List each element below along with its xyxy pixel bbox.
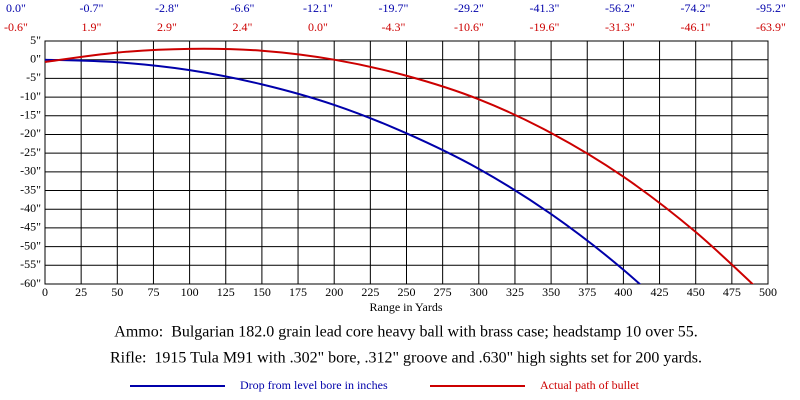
x-tick-label: 300 (470, 285, 488, 299)
y-tick-label: -25" (20, 145, 41, 159)
x-tick-label: 425 (651, 285, 669, 299)
x-tick-label: 25 (75, 285, 87, 299)
y-tick-label: -35" (20, 182, 41, 196)
y-tick-label: -5" (26, 70, 41, 84)
top-value-label: -74.2" (681, 1, 711, 15)
top-value-label: -95.2" (756, 1, 786, 15)
x-axis-label: Range in Yards (369, 300, 442, 314)
series-line (45, 58, 642, 284)
legend-label: Actual path of bullet (540, 378, 640, 392)
top-value-label: -12.1" (303, 1, 333, 15)
legend-label: Drop from level bore in inches (240, 378, 388, 392)
x-tick-label: 350 (542, 285, 560, 299)
plot-frame (44, 40, 769, 285)
top-value-label: -56.2" (605, 1, 635, 15)
top-value-label: 0.0" (308, 20, 328, 34)
x-tick-label: 150 (253, 285, 271, 299)
y-tick-label: -30" (20, 164, 41, 178)
ammo-note: Ammo: Bulgarian 182.0 grain lead core he… (114, 324, 697, 341)
x-tick-label: 75 (147, 285, 159, 299)
x-tick-label: 200 (325, 285, 343, 299)
x-tick-label: 0 (42, 285, 48, 299)
x-tick-label: 325 (506, 285, 524, 299)
y-tick-label: -10" (20, 89, 41, 103)
top-value-label: 2.9" (157, 20, 177, 34)
y-tick-label: -40" (20, 201, 41, 215)
x-tick-label: 275 (434, 285, 452, 299)
y-tick-label: -20" (20, 126, 41, 140)
y-tick-label: -60" (20, 276, 41, 290)
y-tick-label: -45" (20, 220, 41, 234)
top-value-label: -6.6" (231, 1, 255, 15)
top-value-label: 0.0" (6, 1, 26, 15)
top-value-label: -19.7" (379, 1, 409, 15)
x-tick-label: 450 (687, 285, 705, 299)
top-value-label: -4.3" (382, 20, 406, 34)
x-tick-label: 400 (614, 285, 632, 299)
plot-area (45, 47, 754, 284)
x-tick-label: 50 (111, 285, 123, 299)
top-value-label: -63.9" (756, 20, 786, 34)
y-tick-label: 5" (30, 33, 41, 47)
x-tick-label: 475 (723, 285, 741, 299)
x-tick-label: 225 (361, 285, 379, 299)
top-value-label: -0.6" (4, 20, 28, 34)
top-value-label: -10.6" (454, 20, 484, 34)
top-value-label: -0.7" (80, 1, 104, 15)
y-tick-label: -15" (20, 108, 41, 122)
x-tick-label: 250 (398, 285, 416, 299)
rifle-note: Rifle: 1915 Tula M91 with .302" bore, .3… (110, 350, 702, 367)
top-value-label: -46.1" (681, 20, 711, 34)
top-value-label: -19.6" (530, 20, 560, 34)
series-line (45, 47, 754, 284)
x-tick-label: 175 (289, 285, 307, 299)
x-tick-label: 375 (578, 285, 596, 299)
top-value-label: -41.3" (530, 1, 560, 15)
top-value-label: -31.3" (605, 20, 635, 34)
top-value-label: -29.2" (454, 1, 484, 15)
top-value-label: 1.9" (82, 20, 102, 34)
x-tick-label: 125 (217, 285, 235, 299)
x-tick-label: 100 (181, 285, 199, 299)
y-tick-label: -55" (20, 257, 41, 271)
x-tick-label: 500 (759, 285, 777, 299)
y-tick-label: 0" (30, 51, 41, 65)
y-tick-label: -50" (20, 238, 41, 252)
top-value-label: 2.4" (233, 20, 253, 34)
top-value-label: -2.8" (155, 1, 179, 15)
